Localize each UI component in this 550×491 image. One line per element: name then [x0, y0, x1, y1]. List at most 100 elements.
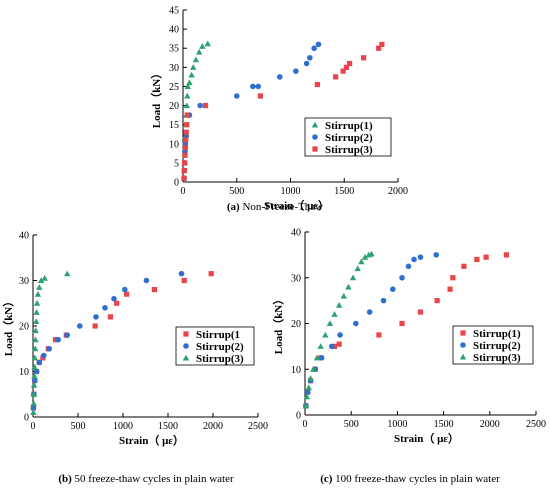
data-point	[36, 284, 43, 290]
data-point	[433, 252, 440, 258]
x-tick-label: 500	[71, 421, 86, 432]
data-point	[337, 332, 343, 338]
y-axis-label: Load（kN）	[272, 294, 285, 355]
data-point	[102, 305, 108, 311]
legend-label: Stirrup(3)	[196, 353, 244, 365]
data-point	[257, 93, 263, 99]
data-point	[366, 309, 373, 315]
data-point	[202, 102, 209, 109]
x-tick-label: 500	[344, 419, 359, 430]
y-tick-label: 40	[19, 231, 29, 242]
data-point	[340, 292, 348, 299]
x-tick-label: 1000	[387, 419, 407, 430]
data-point	[93, 314, 99, 320]
data-point	[190, 64, 197, 70]
data-point	[31, 354, 38, 361]
panel-caption: (a) Non-Freeze-Thaw	[227, 201, 323, 213]
data-point	[122, 286, 128, 293]
data-point	[77, 323, 83, 329]
data-point	[307, 375, 314, 381]
x-tick-label: 1500	[334, 186, 354, 197]
data-point	[199, 43, 206, 49]
data-point	[345, 283, 352, 290]
data-point	[361, 55, 367, 61]
data-point	[30, 391, 38, 397]
data-point	[182, 152, 188, 158]
data-point	[183, 129, 189, 135]
legend-label: Stirrup(2)	[473, 340, 521, 352]
data-point	[335, 302, 343, 308]
data-point	[32, 345, 39, 352]
y-tick-label: 5	[174, 158, 179, 169]
data-point	[181, 175, 187, 181]
legend-label: Stirrup(1)	[473, 328, 521, 340]
data-point	[181, 167, 187, 174]
data-point	[503, 252, 510, 258]
legend: Stirrup(1)Stirrup(2)Stirrup(3)	[304, 117, 392, 157]
data-point	[322, 331, 329, 338]
data-point	[474, 256, 480, 263]
data-point	[333, 74, 339, 80]
panel-b-chart: 0 500 1000 1500 2000 2500 0 10 20 30 40 Strain（ με）…	[2, 231, 268, 486]
data-point	[186, 79, 193, 86]
data-point	[188, 71, 195, 78]
data-point	[343, 64, 349, 70]
data-point	[349, 274, 357, 281]
x-tick-label: 0	[31, 421, 36, 432]
data-point	[30, 409, 37, 416]
data-point	[315, 41, 322, 48]
data-point	[183, 102, 190, 109]
caption-text: 100 freeze-thaw cycles in plain water	[335, 473, 500, 485]
legend-marker	[183, 343, 189, 349]
data-point	[379, 41, 385, 47]
data-point	[255, 83, 262, 90]
data-point	[181, 277, 187, 284]
data-point	[182, 160, 188, 166]
x-tick-label: 2000	[480, 419, 500, 430]
legend-marker	[183, 331, 189, 337]
series-1	[180, 40, 211, 181]
legend-marker	[312, 134, 318, 140]
data-point	[37, 277, 45, 284]
x-tick-label: 2000	[203, 421, 223, 432]
x-axis-label: Strain（ με）	[264, 199, 329, 212]
data-point	[380, 297, 387, 304]
y-tick-label: 10	[291, 365, 301, 376]
data-point	[331, 311, 338, 317]
series-3	[181, 41, 385, 181]
legend-marker	[312, 146, 318, 152]
legend-label: Stirrup(2)	[325, 132, 373, 144]
data-point	[204, 40, 211, 47]
data-point	[368, 250, 375, 257]
data-point	[184, 83, 192, 90]
data-point	[317, 343, 324, 349]
x-tick-label: 1000	[113, 421, 133, 432]
series-2	[181, 41, 322, 181]
data-point	[32, 377, 38, 384]
data-point	[399, 274, 405, 281]
data-point	[64, 270, 71, 277]
legend-marker	[459, 353, 467, 360]
y-tick-label: 20	[169, 101, 179, 112]
data-point	[184, 122, 190, 128]
y-tick-label: 20	[19, 322, 29, 333]
data-point	[328, 343, 335, 350]
x-tick-label: 1500	[158, 421, 178, 432]
data-point	[107, 314, 113, 320]
data-point	[208, 271, 214, 277]
x-axis-label: Strain（ με）	[394, 432, 459, 445]
y-tick-label: 0	[174, 178, 179, 189]
data-point	[34, 290, 42, 297]
data-point	[33, 309, 40, 315]
caption-tag: (a)	[227, 201, 243, 213]
data-point	[353, 320, 359, 327]
data-point	[336, 341, 342, 347]
panel-c-chart: 0 500 1000 1500 2000 2500 0 10 20 30 40 Strain（ με）…	[272, 228, 546, 486]
panel-caption: (c) 100 freeze-thaw cycles in plain wate…	[320, 473, 500, 485]
legend-label: Stirrup(1	[196, 329, 240, 341]
panel-a-chart: 0 500 1000 1500 2000 0 5 10 15 20 25 30 35 40 45 Strain…	[150, 6, 408, 214]
y-tick-label: 10	[169, 139, 179, 150]
y-tick-label: 30	[169, 63, 179, 74]
data-point	[184, 92, 191, 99]
data-point	[182, 145, 188, 151]
